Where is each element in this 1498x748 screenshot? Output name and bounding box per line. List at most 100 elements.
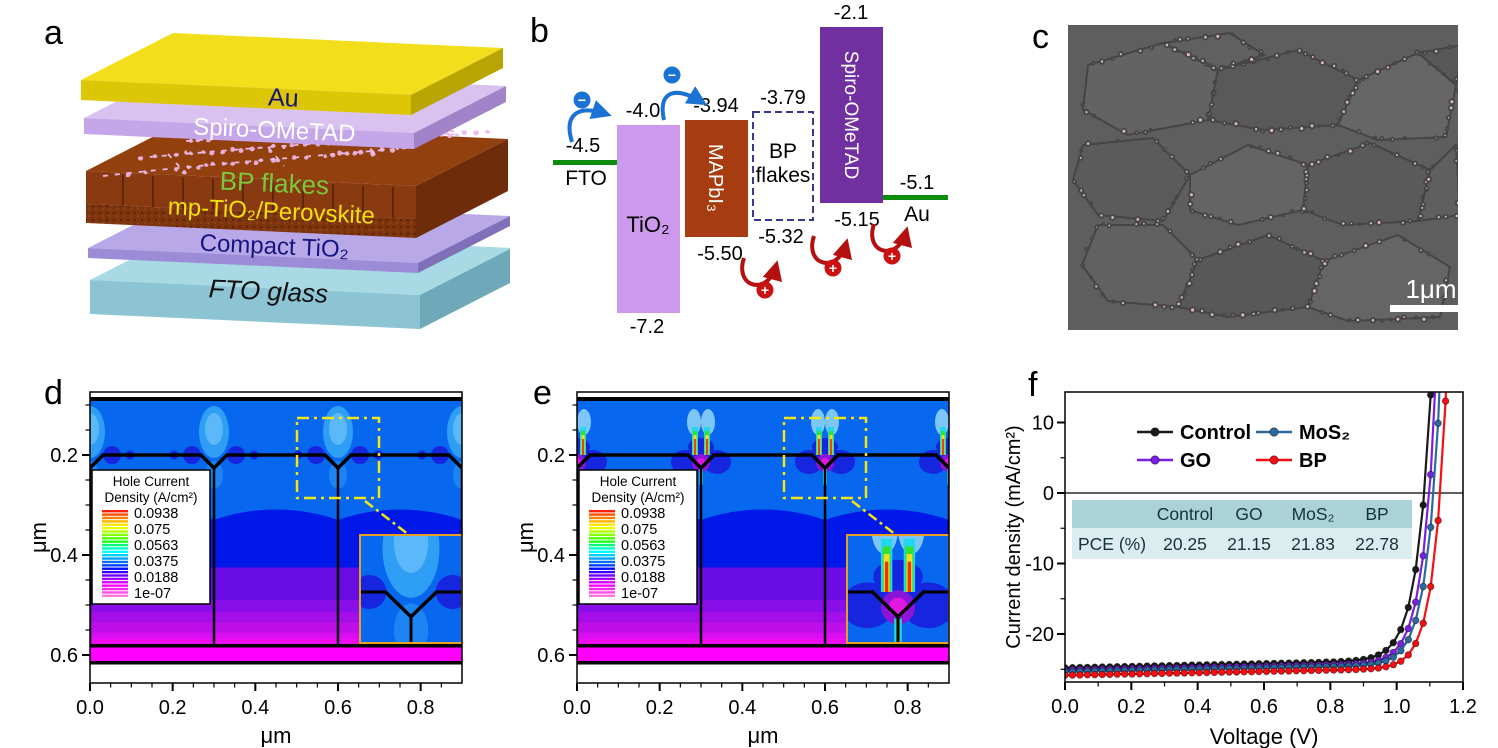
colorbar-stripe xyxy=(589,567,615,570)
boundary-dot xyxy=(1207,213,1214,220)
jv-marker xyxy=(1412,598,1420,606)
notch-v xyxy=(446,452,462,471)
jv-marker xyxy=(1262,667,1271,676)
boundary-dot xyxy=(1335,122,1340,127)
boundary-dot xyxy=(1427,61,1432,66)
pce-table-column-header: MoS₂ xyxy=(1292,504,1335,524)
boundary-dot xyxy=(1305,164,1310,169)
boundary-dot xyxy=(1141,220,1147,227)
boundary-dot xyxy=(1078,187,1085,194)
bottom-contact-line xyxy=(577,661,949,665)
boundary-dot xyxy=(1280,307,1285,312)
boundary-dot xyxy=(1110,56,1115,62)
boundary-dot xyxy=(186,164,191,170)
boundary-dot xyxy=(1084,140,1092,147)
boundary-dot xyxy=(143,170,148,175)
boundary-dot xyxy=(1162,147,1167,152)
boundary-dot xyxy=(1430,164,1435,169)
colorbar-stripe xyxy=(589,523,615,526)
panel-label-a: a xyxy=(44,14,63,52)
colorbar-tick-label: 0.0563 xyxy=(134,538,178,554)
boundary-dot xyxy=(1289,243,1295,250)
pce-table-data-row xyxy=(1072,528,1412,559)
pce-table-column-header: BP xyxy=(1365,504,1388,524)
boundary-dot xyxy=(1186,280,1193,287)
jv-marker xyxy=(1329,666,1338,674)
y-axis-label: Current density (mA/cm²) xyxy=(1003,425,1025,648)
boundary-dot xyxy=(1402,237,1407,242)
y-tick-label: 0.2 xyxy=(537,445,565,467)
tio2-bottom-level: -7.2 xyxy=(630,316,664,338)
colorbar-stripe xyxy=(102,567,128,570)
boundary-dot xyxy=(1098,58,1106,65)
notch-v xyxy=(933,452,949,471)
boundary-dot xyxy=(1189,208,1195,214)
y-tick-label: 0.6 xyxy=(537,645,565,667)
electron-icon xyxy=(663,66,681,84)
boundary-dot xyxy=(1442,213,1449,220)
perovskite-grain-lines xyxy=(122,174,394,218)
au-front-face xyxy=(81,80,411,115)
boundary-dot xyxy=(1101,222,1106,227)
jv-marker xyxy=(1322,666,1330,674)
boundary-dot xyxy=(268,148,273,153)
boundary-dot xyxy=(1330,62,1338,70)
boundary-dot xyxy=(1433,135,1439,141)
x-tick-label: 0.6 xyxy=(811,697,839,719)
colorbar-stripe xyxy=(589,540,615,543)
scale-bar xyxy=(1390,305,1472,312)
boundary-dot xyxy=(1308,299,1314,305)
spiro-bottom-level: -5.15 xyxy=(834,209,880,231)
colorbar-stripe xyxy=(589,557,615,560)
boundary-dot xyxy=(1461,45,1463,47)
jv-marker xyxy=(1427,582,1435,591)
x-tick-label: 0.6 xyxy=(1250,696,1278,718)
jv-marker xyxy=(1277,667,1286,675)
depth-band xyxy=(90,632,462,638)
boundary-dot xyxy=(1071,179,1078,185)
grain-bottom-line xyxy=(577,644,949,648)
legend-marker xyxy=(1150,455,1160,465)
boundary-dot xyxy=(1186,200,1194,208)
boundary-dot xyxy=(1189,252,1195,258)
jv-marker xyxy=(1091,671,1099,679)
colorbar-tick-label: 0.075 xyxy=(134,522,170,538)
boundary-dot xyxy=(1271,306,1279,314)
tio2-bar xyxy=(617,125,680,313)
jv-marker xyxy=(1419,582,1427,591)
colorbar-stripe xyxy=(589,526,615,530)
boundary-dot xyxy=(152,153,158,159)
colorbar-stripe xyxy=(589,510,615,513)
boundary-dot xyxy=(230,160,236,166)
boundary-dot xyxy=(1168,153,1175,160)
junction-plume-core xyxy=(393,536,429,573)
boundary-dot xyxy=(1177,36,1184,43)
boundary-dot xyxy=(1442,72,1447,76)
colorbar-tick-label: 1e-07 xyxy=(134,586,171,602)
boundary-dot xyxy=(1413,315,1419,320)
jv-marker xyxy=(1068,671,1077,679)
boundary-dot xyxy=(1252,126,1260,133)
colorbar-stripe xyxy=(102,570,128,574)
jv-marker xyxy=(1247,668,1256,676)
boundary-dot xyxy=(1182,291,1187,296)
fto-glass-front-face xyxy=(90,280,420,329)
legend-title-line1: Hole Current xyxy=(600,474,677,489)
boundary-dot xyxy=(184,150,189,155)
boundary-dot xyxy=(472,129,479,136)
boundary-dot xyxy=(1374,68,1382,76)
boundary-dot xyxy=(1309,54,1316,60)
tio2-name: TiO₂ xyxy=(626,212,669,237)
top-contact-line xyxy=(90,397,462,401)
boundary-dot xyxy=(1227,218,1234,225)
boundary-dot xyxy=(1420,164,1425,169)
boundary-dot xyxy=(1448,98,1456,106)
boundary-dot xyxy=(1359,142,1366,149)
colorbar-stripe xyxy=(102,591,128,594)
depth-band xyxy=(90,622,462,633)
boundary-dot xyxy=(1384,64,1391,71)
x-tick-label: 0.6 xyxy=(324,697,352,719)
boundary-dot xyxy=(1389,136,1395,143)
